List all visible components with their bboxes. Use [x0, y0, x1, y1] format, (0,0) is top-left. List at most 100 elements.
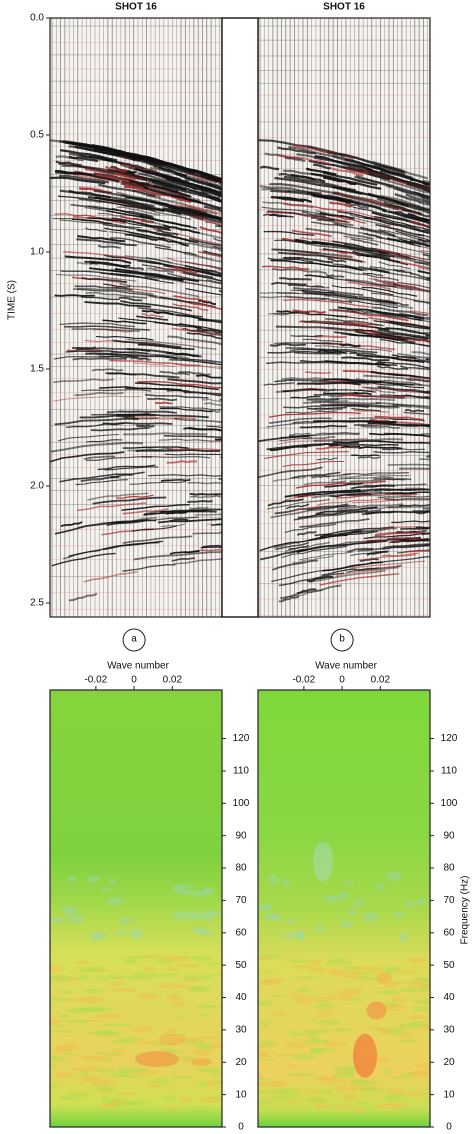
- reflection: [211, 523, 222, 527]
- reflection: [132, 158, 172, 171]
- reflection: [351, 560, 425, 569]
- energy-blob: [50, 1082, 58, 1089]
- reflection: [145, 256, 172, 264]
- reflection: [169, 518, 189, 522]
- reflection: [420, 343, 430, 348]
- energy-blob: [181, 974, 212, 980]
- reflection: [98, 183, 156, 198]
- energy-blob: [161, 1106, 183, 1109]
- energy-blob: [301, 1039, 331, 1044]
- reflection: [393, 187, 430, 201]
- reflection: [282, 460, 345, 468]
- reflection: [143, 186, 222, 210]
- energy-blob: [306, 1099, 328, 1102]
- energy-blob: [84, 988, 103, 994]
- energy-blob: [258, 1058, 275, 1061]
- reflection: [286, 503, 310, 510]
- reflection: [362, 272, 384, 277]
- y-axis-label: TIME (S): [7, 280, 18, 320]
- reflection: [296, 505, 320, 511]
- panel-label-circle: [122, 628, 146, 652]
- reflection: [216, 492, 222, 495]
- reflection: [311, 490, 382, 499]
- reflection: [316, 457, 338, 461]
- reflection: [262, 201, 314, 209]
- panel-label-circle: [330, 628, 354, 652]
- panel-title: SHOT 16: [115, 2, 157, 13]
- reflection: [189, 495, 222, 498]
- reflection: [188, 241, 222, 253]
- reflection: [106, 410, 178, 414]
- energy-blob: [313, 1013, 331, 1019]
- reflection: [404, 550, 430, 553]
- reflection: [301, 211, 326, 218]
- reflection: [111, 217, 171, 230]
- energy-blob: [383, 989, 396, 994]
- reflection: [187, 481, 222, 485]
- reflection: [203, 402, 222, 406]
- reflection: [319, 572, 400, 586]
- reflection: [373, 477, 412, 481]
- reflection: [380, 194, 430, 211]
- energy-blob: [408, 1015, 427, 1020]
- energy-blob: [55, 1072, 75, 1078]
- reflection: [169, 550, 200, 555]
- energy-blob: [310, 959, 322, 966]
- reflection: [269, 182, 341, 196]
- reflection: [163, 434, 222, 439]
- reflection: [419, 458, 430, 461]
- reflection: [359, 536, 417, 544]
- energy-blob: [334, 1085, 367, 1091]
- reflection: [422, 507, 430, 510]
- reflection: [340, 193, 399, 211]
- energy-blob: [268, 914, 283, 921]
- reflection: [405, 193, 430, 204]
- x-axis-label: Wave number: [107, 661, 170, 672]
- energy-blob: [413, 977, 430, 982]
- reflection: [59, 322, 136, 328]
- reflection: [114, 172, 143, 181]
- reflection: [341, 333, 399, 342]
- reflection: [50, 451, 125, 463]
- reflection: [53, 395, 142, 402]
- reflection: [84, 301, 151, 308]
- reflection: [200, 174, 222, 183]
- reflection: [144, 275, 222, 290]
- energy-blob: [101, 1029, 116, 1037]
- reflection: [357, 564, 402, 572]
- energy-blob: [340, 919, 352, 929]
- reflection: [199, 226, 222, 234]
- reflection: [274, 176, 363, 195]
- reflection: [295, 238, 353, 250]
- reflection: [65, 350, 149, 355]
- energy-blob: [328, 970, 359, 978]
- reflection: [202, 544, 222, 548]
- reflection: [281, 545, 348, 559]
- reflection: [351, 485, 395, 490]
- reflection: [164, 453, 222, 456]
- reflection: [167, 206, 222, 222]
- reflection: [315, 210, 392, 227]
- reflection: [188, 237, 222, 247]
- energy-blob: [338, 891, 349, 900]
- energy-blob: [310, 997, 330, 1002]
- reflection: [78, 154, 123, 165]
- reflection: [276, 291, 331, 297]
- reflection: [325, 273, 345, 278]
- reflection: [52, 217, 142, 229]
- reflection: [166, 460, 198, 464]
- reflection: [332, 185, 409, 207]
- reflection: [137, 343, 195, 351]
- reflection: [378, 252, 430, 265]
- reflection: [307, 530, 379, 542]
- energy-blob: [203, 913, 212, 921]
- reflection: [353, 409, 390, 413]
- reflection: [54, 417, 139, 426]
- energy-blob: [385, 1094, 399, 1101]
- energy-blob: [138, 1040, 155, 1045]
- reflection: [382, 543, 430, 551]
- reflection: [187, 500, 213, 504]
- reflection: [183, 252, 222, 263]
- reflection: [373, 450, 430, 454]
- energy-blob: [398, 1092, 428, 1096]
